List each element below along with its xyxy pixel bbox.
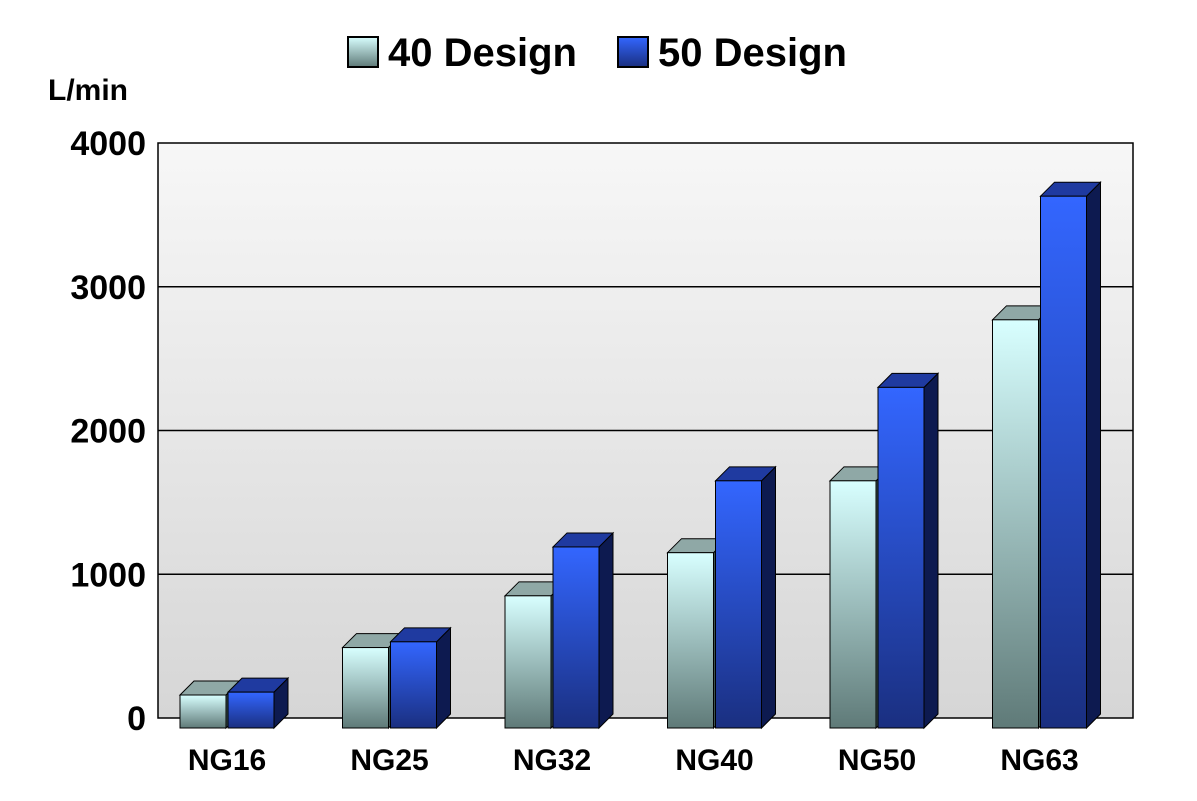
- bar-side-50-design-ng63: [1086, 180, 1101, 730]
- bar-40-design-ng32: [504, 595, 552, 729]
- bar-50-design-ng32: [552, 546, 600, 729]
- y-tick-label: 3000: [70, 269, 146, 307]
- bar-50-design-ng16: [227, 691, 275, 729]
- gridlines: [158, 286, 1133, 575]
- x-tick-label-ng40: NG40: [675, 744, 753, 777]
- bar-50-design-ng50: [877, 386, 925, 729]
- bar-50-design-ng40: [715, 480, 762, 729]
- x-tick-label-ng25: NG25: [350, 744, 428, 777]
- bar-50-design-ng25: [390, 641, 437, 729]
- bar-40-design-ng25: [342, 647, 389, 729]
- y-tick-label: 0: [127, 700, 146, 738]
- bar-side-50-design-ng40: [761, 465, 776, 730]
- x-tick-label-ng16: NG16: [188, 744, 266, 777]
- x-axis-labels: NG16 NG25 NG32 NG40 NG50 NG63: [188, 744, 1079, 777]
- y-axis-ticks: 0 1000 2000 3000 4000: [70, 125, 146, 738]
- bar-side-50-design-ng50: [923, 372, 939, 730]
- legend-label-50-design: 50 Design: [658, 31, 847, 75]
- bar-40-design-ng63: [992, 319, 1039, 729]
- x-tick-label-ng32: NG32: [513, 744, 591, 777]
- bar-40-design-ng40: [667, 552, 714, 729]
- bar-40-design-ng16: [179, 694, 227, 729]
- bar-50-design-ng63: [1040, 195, 1087, 729]
- bar-side-50-design-ng25: [436, 626, 451, 730]
- legend-swatch-40-design: [347, 36, 379, 68]
- bars: [178, 180, 1102, 730]
- legend-item-40-design: 40 Design: [347, 31, 577, 75]
- bar-40-design-ng50: [829, 480, 877, 729]
- legend-item-50-design: 50 Design: [617, 31, 847, 75]
- legend-label-40-design: 40 Design: [388, 31, 577, 75]
- x-tick-label-ng63: NG63: [1000, 744, 1078, 777]
- y-tick-label: 2000: [70, 413, 146, 451]
- legend-swatch-50-design: [617, 36, 649, 68]
- legend: 40 Design 50 Design: [347, 31, 847, 75]
- y-tick-label: 4000: [70, 125, 146, 163]
- bar-side-50-design-ng32: [598, 531, 614, 730]
- x-tick-label-ng50: NG50: [838, 744, 916, 777]
- y-axis-unit-label: L/min: [48, 74, 128, 107]
- y-tick-label: 1000: [70, 556, 146, 594]
